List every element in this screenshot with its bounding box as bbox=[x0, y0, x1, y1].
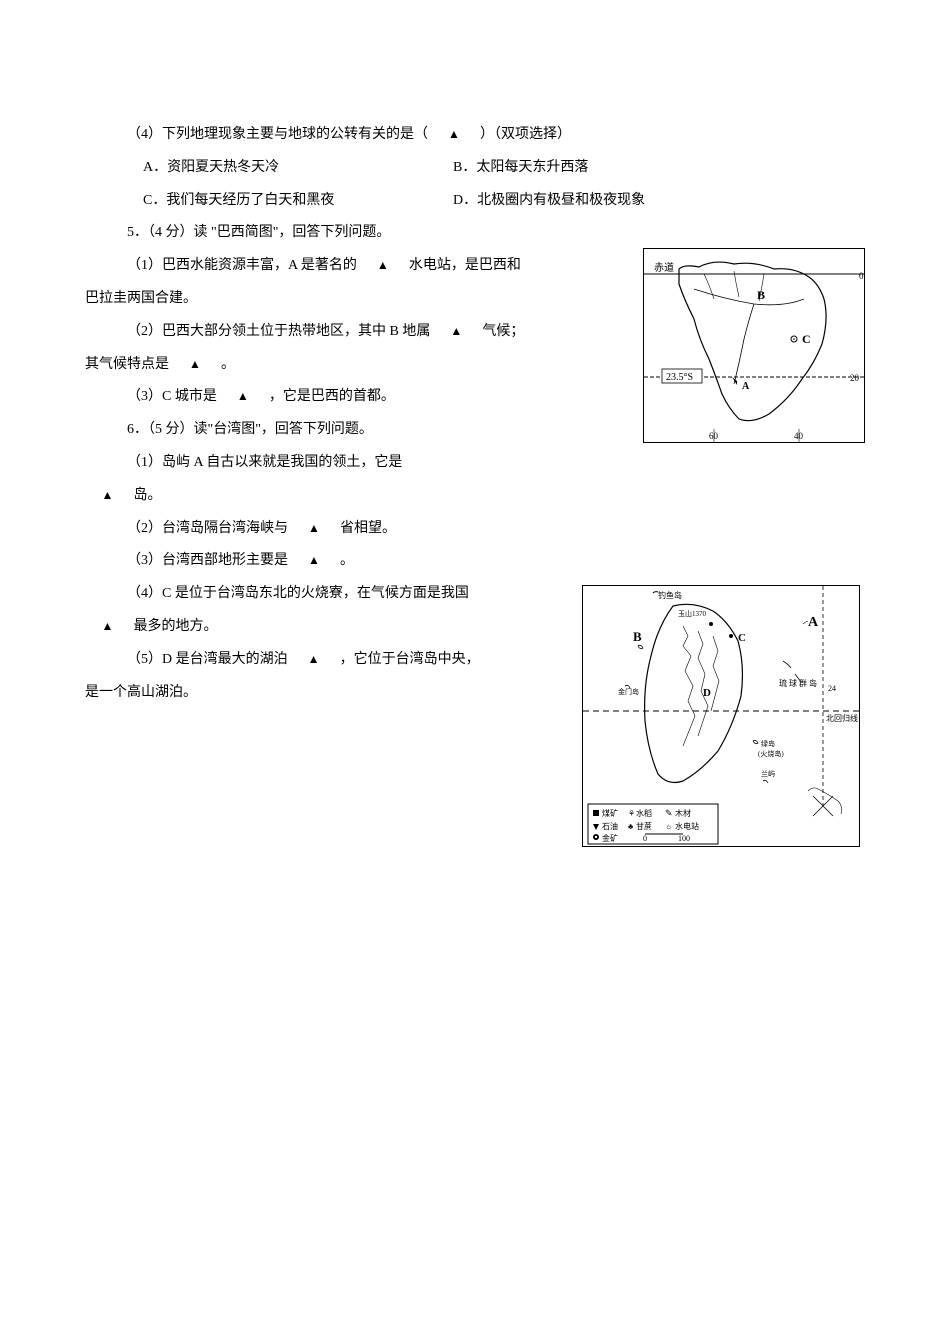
q6-part3-a: （3）台湾西部地形主要是 bbox=[127, 553, 288, 568]
q5-part1-a: （1）巴西水能资源丰富，A 是著名的 bbox=[127, 258, 357, 273]
legend-rice-icon: ⚘ bbox=[628, 809, 635, 818]
map-ryukyu-label: 琉 球 群 岛 bbox=[779, 678, 817, 688]
q4-blank[interactable]: ▲ bbox=[432, 120, 477, 151]
legend-oil: 石油 bbox=[602, 821, 618, 831]
q5-part1-b: 水电站，是巴西和 bbox=[409, 258, 521, 273]
scale-100: 100 bbox=[678, 834, 690, 843]
map-40-label: 40 bbox=[794, 431, 804, 441]
q4-options-row1: A．资阳夏天热冬天冷 B．太阳每天东升西落 bbox=[85, 153, 865, 184]
map-b-label: B bbox=[633, 629, 642, 644]
q4-stem: （4）下列地理现象主要与地球的公转有关的是（ ▲ ）（双项选择） bbox=[85, 120, 865, 151]
q6-part1-line2: ▲ 岛。 bbox=[85, 481, 865, 512]
scale-0: 0 bbox=[643, 834, 647, 843]
q4-option-a[interactable]: A．资阳夏天热冬天冷 bbox=[143, 153, 453, 184]
map-yushan-label: 玉山1370 bbox=[678, 609, 706, 618]
q6-part2: （2）台湾岛隔台湾海峡与 ▲ 省相望。 bbox=[85, 514, 865, 545]
brazil-map-svg: 赤道 0 23.5°S 20 B C A 60 40 bbox=[644, 249, 864, 442]
legend-hydro: 水电站 bbox=[675, 821, 699, 831]
q5-part2-c: 其气候特点是 bbox=[85, 357, 169, 372]
map-tropic-label: 北回归线 bbox=[826, 713, 858, 723]
q5-part2-blank[interactable]: ▲ bbox=[434, 317, 479, 348]
map-20-label: 20 bbox=[850, 373, 860, 383]
taiwan-map-svg: 北回归线 A B C D 钓鱼岛 金门岛 琉 球 群 岛 24 绿岛 (火烧岛)… bbox=[583, 586, 859, 846]
q5-part2-c-blank[interactable]: ▲ bbox=[173, 350, 218, 381]
map-a-label: A bbox=[742, 381, 750, 392]
map-0-label: 0 bbox=[859, 271, 864, 281]
q6-part5-blank[interactable]: ▲ bbox=[291, 645, 336, 676]
map-c-label: C bbox=[802, 332, 811, 346]
q6-part1-line1: （1）岛屿 A 自古以来就是我国的领土，它是 bbox=[85, 448, 865, 479]
q6-part2-b: 省相望。 bbox=[340, 521, 396, 536]
map-diaoyu-label: 钓鱼岛 bbox=[658, 590, 682, 600]
q6-part4-b: 最多的地方。 bbox=[134, 619, 218, 634]
q5-part3-a: （3）C 城市是 bbox=[127, 389, 217, 404]
map-lanyu-label: 兰屿 bbox=[761, 769, 775, 778]
map-d-label: D bbox=[703, 687, 711, 699]
q5-part3-blank[interactable]: ▲ bbox=[220, 382, 265, 413]
map-a-label: A bbox=[808, 615, 819, 630]
q5-part2-line1: （2）巴西大部分领土位于热带地区，其中 B 地属 ▲ 气候； bbox=[85, 317, 595, 348]
q6-part2-blank[interactable]: ▲ bbox=[292, 514, 337, 545]
legend-rice: 水稻 bbox=[636, 808, 652, 818]
q6-part5-b: ，它位于台湾岛中央， bbox=[340, 652, 480, 667]
q4-stem-suffix: ）（双项选择） bbox=[480, 127, 571, 142]
q6-part1-blank[interactable]: ▲ bbox=[85, 481, 130, 512]
q4-option-c[interactable]: C．我们每天经历了白天和黑夜 bbox=[143, 186, 453, 217]
q4-option-b[interactable]: B．太阳每天东升西落 bbox=[453, 153, 588, 184]
legend-wood: 木材 bbox=[675, 808, 691, 818]
q5-part2-c-suffix: 。 bbox=[221, 357, 235, 372]
q5-part3-b: ，它是巴西的首都。 bbox=[269, 389, 395, 404]
q5-part1-blank[interactable]: ▲ bbox=[360, 251, 405, 282]
q5-part1-line1: （1）巴西水能资源丰富，A 是著名的 ▲ 水电站，是巴西和 bbox=[85, 251, 595, 282]
legend-gold: 金矿 bbox=[602, 833, 618, 843]
q6-part2-a: （2）台湾岛隔台湾海峡与 bbox=[127, 521, 288, 536]
q4-stem-prefix: （4）下列地理现象主要与地球的公转有关的是（ bbox=[127, 127, 428, 142]
map-24-label: 24 bbox=[828, 684, 836, 693]
map-equator-label: 赤道 bbox=[654, 261, 674, 274]
legend-hydro-icon: ☼ bbox=[665, 822, 672, 831]
legend-sugar: 甘蔗 bbox=[636, 821, 652, 831]
brazil-map-figure: 赤道 0 23.5°S 20 B C A 60 40 bbox=[643, 248, 865, 443]
q6-part3: （3）台湾西部地形主要是 ▲ 。 bbox=[85, 546, 865, 577]
map-60-label: 60 bbox=[709, 431, 719, 441]
map-b-label: B bbox=[757, 288, 765, 302]
map-c-label: C bbox=[738, 632, 746, 644]
q5-header: 5．（4 分）读 "巴西简图"，回答下列问题。 bbox=[85, 218, 865, 249]
q6-part5-a: （5）D 是台湾最大的湖泊 bbox=[127, 652, 288, 667]
q6-part3-b: 。 bbox=[340, 553, 354, 568]
map-green2-label: (火烧岛) bbox=[758, 749, 784, 758]
q6-part4-line1: （4）C 是位于台湾岛东北的火烧寮，在气候方面是我国 bbox=[85, 579, 550, 610]
q6-part4-blank[interactable]: ▲ bbox=[85, 612, 130, 643]
q6-part1-suffix: 岛。 bbox=[134, 488, 162, 503]
q6-part5-line1: （5）D 是台湾最大的湖泊 ▲ ，它位于台湾岛中央， bbox=[85, 645, 550, 676]
map-235s-label: 23.5°S bbox=[666, 372, 693, 383]
legend-sugar-icon: ♣ bbox=[628, 822, 634, 831]
taiwan-map-figure: 北回归线 A B C D 钓鱼岛 金门岛 琉 球 群 岛 24 绿岛 (火烧岛)… bbox=[582, 585, 860, 847]
q5-part2-b: 气候； bbox=[482, 324, 524, 339]
q4-option-d[interactable]: D．北极圈内有极昼和极夜现象 bbox=[453, 186, 645, 217]
map-green-label: 绿岛 bbox=[761, 739, 775, 748]
legend-wood-icon: ✎ bbox=[665, 808, 673, 818]
q5-part2-a: （2）巴西大部分领土位于热带地区，其中 B 地属 bbox=[127, 324, 430, 339]
q4-options-row2: C．我们每天经历了白天和黑夜 D．北极圈内有极昼和极夜现象 bbox=[85, 186, 865, 217]
legend-coal: 煤矿 bbox=[602, 808, 618, 818]
q6-part3-blank[interactable]: ▲ bbox=[292, 546, 337, 577]
map-jinmen-label: 金门岛 bbox=[618, 687, 639, 696]
